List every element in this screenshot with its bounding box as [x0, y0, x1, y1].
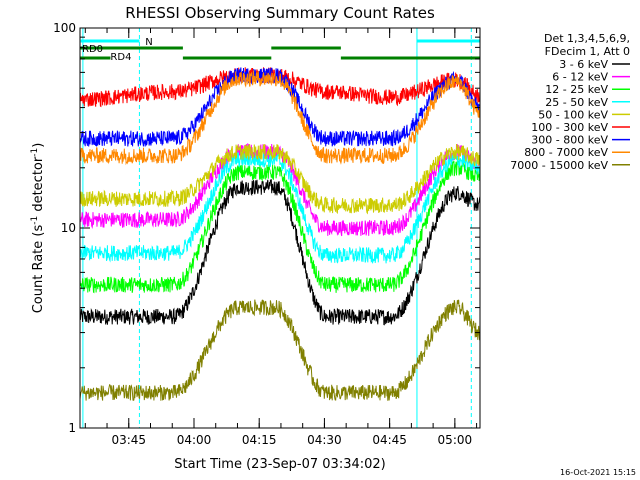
series-line-1 — [80, 142, 480, 237]
flag-label-rd4: RD4 — [110, 52, 131, 63]
y-axis-label-sup1: -1 — [30, 216, 40, 225]
x-axis-label: Start Time (23-Sep-07 03:34:02) — [174, 457, 385, 472]
series-line-6 — [80, 67, 480, 147]
axes-layer: 1 10 100 03:45 04:00 04:15 04:30 04:45 05:00 — [53, 21, 481, 447]
x-tick-label: 04:45 — [372, 433, 407, 447]
x-tick-label: 04:15 — [242, 433, 277, 447]
legend-entry-label: 25 - 50 keV — [545, 96, 608, 109]
series-line-8 — [80, 299, 480, 401]
y-tick-label: 10 — [61, 221, 76, 235]
legend-entry-label: 50 - 100 keV — [538, 108, 608, 121]
legend-entry-label: 6 - 12 keV — [552, 71, 608, 84]
legend-entry-label: 300 - 800 keV — [531, 134, 608, 147]
series-line-7 — [80, 70, 480, 166]
series-layer — [80, 67, 480, 401]
series-line-4 — [80, 143, 480, 215]
legend-entry-label: 12 - 25 keV — [545, 83, 608, 96]
y-axis-label-main: Count Rate (s — [31, 225, 46, 314]
legend-entry-label: 800 - 7000 keV — [524, 146, 608, 159]
y-tick-label: 1 — [68, 421, 76, 435]
series-line-3 — [80, 151, 480, 264]
legend-entry-label: 3 - 6 keV — [559, 58, 608, 71]
x-tick-label: 04:30 — [307, 433, 342, 447]
y-axis-label-mid: detector — [31, 156, 46, 216]
x-tick-label: 05:00 — [438, 433, 473, 447]
y-axis-label-end: ) — [31, 143, 46, 148]
x-tick-label: 03:45 — [111, 433, 146, 447]
x-tick-label: 04:00 — [177, 433, 212, 447]
y-axis-label: Count Rate (s-1 detector-1) — [30, 143, 46, 314]
legend-entry-label: 100 - 300 keV — [531, 121, 608, 134]
legend: Det 1,3,4,5,6,9, FDecim 1, Att 0 3 - 6 k… — [510, 32, 630, 172]
legend-header-line-1: Det 1,3,4,5,6,9, — [544, 32, 630, 45]
legend-entry-label: 7000 - 15000 keV — [510, 159, 608, 172]
y-axis-label-sup2: -1 — [30, 148, 40, 157]
chart-title: RHESSI Observing Summary Count Rates — [125, 4, 435, 22]
timestamp: 16-Oct-2021 15:15 — [560, 468, 636, 477]
flag-label-n: N — [145, 37, 152, 48]
series-line-0 — [80, 179, 480, 326]
series-line-2 — [80, 160, 480, 294]
legend-header-line-2: FDecim 1, Att 0 — [545, 45, 630, 58]
flag-label-rd0: RD0 — [82, 44, 103, 55]
y-tick-label: 100 — [53, 21, 76, 35]
